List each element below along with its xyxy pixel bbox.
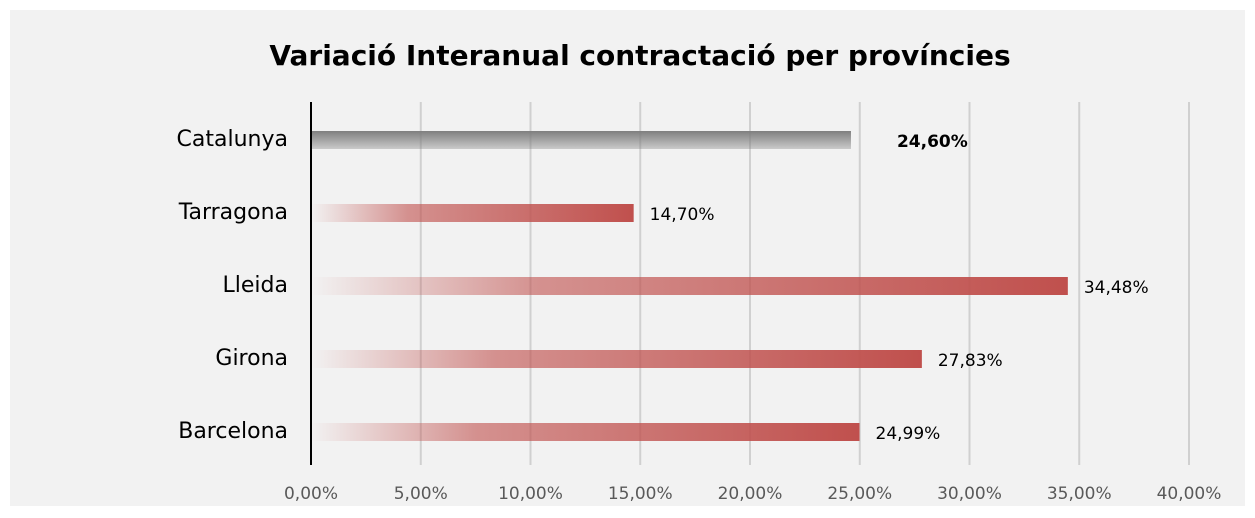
x-tick-label: 5,00% [394, 484, 448, 504]
category-label: Barcelona [178, 419, 288, 444]
x-tick-label: 30,00% [937, 484, 1002, 504]
bar [311, 423, 860, 441]
value-label: 24,99% [876, 424, 941, 444]
bar [311, 204, 634, 222]
category-label: Tarragona [178, 200, 288, 225]
x-tick-label: 10,00% [498, 484, 563, 504]
category-label: Catalunya [177, 127, 288, 152]
x-tick-label: 35,00% [1047, 484, 1112, 504]
x-tick-label: 25,00% [827, 484, 892, 504]
x-tick-label: 40,00% [1157, 484, 1222, 504]
x-tick-label: 20,00% [718, 484, 783, 504]
value-label: 34,48% [1084, 278, 1149, 298]
chart-title: Variació Interanual contractació per pro… [269, 39, 1010, 72]
category-label: Lleida [223, 273, 288, 298]
value-label: 14,70% [650, 205, 715, 225]
value-label: 24,60% [897, 132, 968, 152]
bar [311, 131, 851, 149]
x-tick-label: 0,00% [284, 484, 338, 504]
value-label: 27,83% [938, 351, 1003, 371]
bar [311, 277, 1068, 295]
category-label: Girona [215, 346, 288, 371]
bar [311, 350, 922, 368]
x-tick-label: 15,00% [608, 484, 673, 504]
